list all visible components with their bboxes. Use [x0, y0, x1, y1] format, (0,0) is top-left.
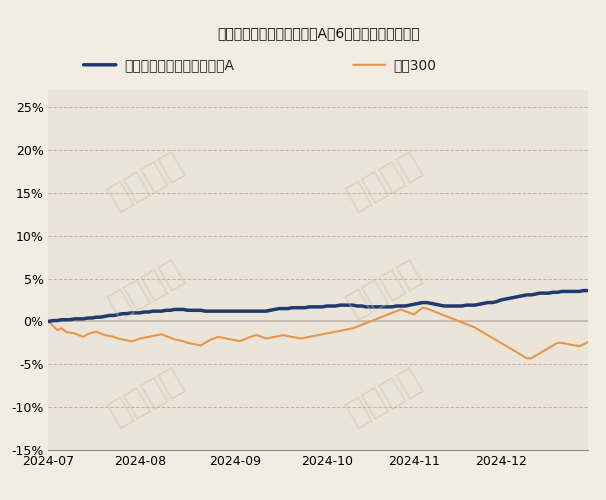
- Text: 沪深300: 沪深300: [394, 58, 437, 72]
- Text: 证券之星: 证券之星: [102, 146, 188, 214]
- Text: 证券之星: 证券之星: [340, 254, 426, 322]
- Text: 证券之星: 证券之星: [340, 362, 426, 430]
- Text: 证券之星: 证券之星: [102, 254, 188, 322]
- Text: 证券之星: 证券之星: [340, 146, 426, 214]
- Title: 诺安泰鑫一年定期开放债券A近6个月累计收益率走势: 诺安泰鑫一年定期开放债券A近6个月累计收益率走势: [217, 26, 419, 40]
- Text: 诺安泰鑫一年定期开放债券A: 诺安泰鑫一年定期开放债券A: [124, 58, 234, 72]
- Text: 证券之星: 证券之星: [102, 362, 188, 430]
